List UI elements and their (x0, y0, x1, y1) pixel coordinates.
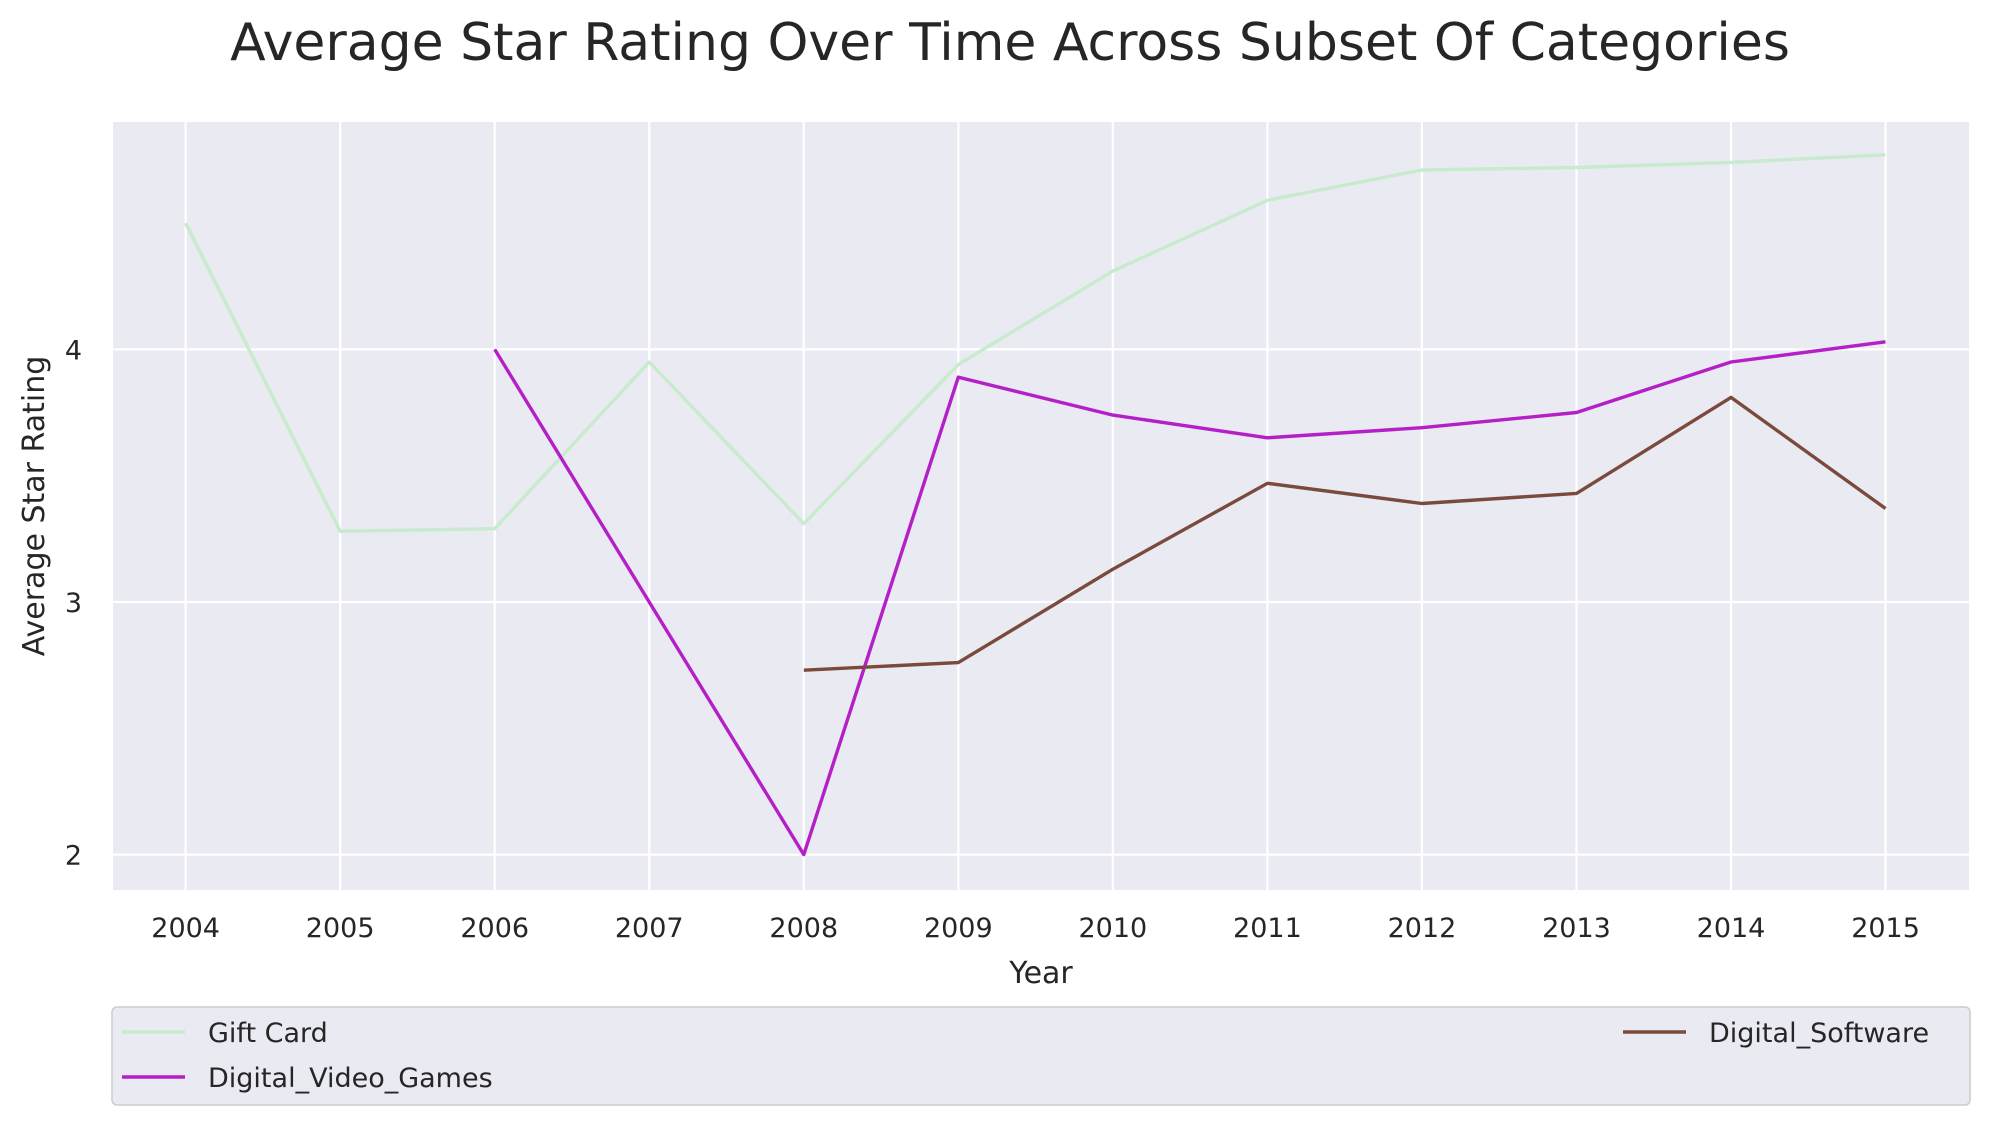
x-tick-label: 2008 (769, 913, 838, 944)
series-line-digital-video-games (493, 340, 1886, 857)
chart-title: Average Star Rating Over Time Across Sub… (230, 13, 1790, 73)
x-tick-label: 2009 (924, 913, 993, 944)
x-axis-label: Year (1008, 956, 1073, 991)
legend-label-digital-software: Digital_Software (1709, 1018, 1929, 1049)
x-tick-label: 2005 (306, 913, 375, 944)
x-tick-label: 2013 (1542, 913, 1611, 944)
x-tick-label: 2007 (615, 913, 684, 944)
x-tick-label: 2011 (1233, 913, 1302, 944)
legend: Gift Card Digital_Video_Games Digital_Soft… (111, 1006, 1971, 1106)
y-axis-label: Average Star Rating (17, 356, 52, 657)
legend-items: Gift Card Digital_Video_Games Digital_Soft… (122, 1018, 1929, 1094)
legend-label-digital-video-games: Digital_Video_Games (208, 1063, 493, 1094)
x-tick-label: 2004 (151, 913, 220, 944)
legend-box (111, 1006, 1971, 1106)
y-tick-label: 3 (65, 588, 82, 619)
y-tick-labels: 2 3 4 (65, 335, 82, 871)
y-tick-label: 2 (65, 841, 82, 872)
x-tick-label: 2014 (1697, 913, 1766, 944)
grid-lines (113, 122, 1969, 890)
series-lines (184, 153, 1887, 857)
x-tick-labels: 2004 2005 2006 2007 2008 2009 2010 2011 2012 2013… (151, 913, 1920, 944)
x-tick-label: 2015 (1851, 913, 1920, 944)
y-tick-label: 4 (65, 335, 82, 366)
legend-label-gift-card: Gift Card (208, 1018, 328, 1049)
x-tick-label: 2010 (1079, 913, 1148, 944)
plot-area (113, 122, 1969, 890)
series-line-digital-software (803, 395, 1887, 672)
x-tick-label: 2006 (460, 913, 529, 944)
x-tick-label: 2012 (1388, 913, 1457, 944)
series-line-gift-card (184, 153, 1886, 533)
